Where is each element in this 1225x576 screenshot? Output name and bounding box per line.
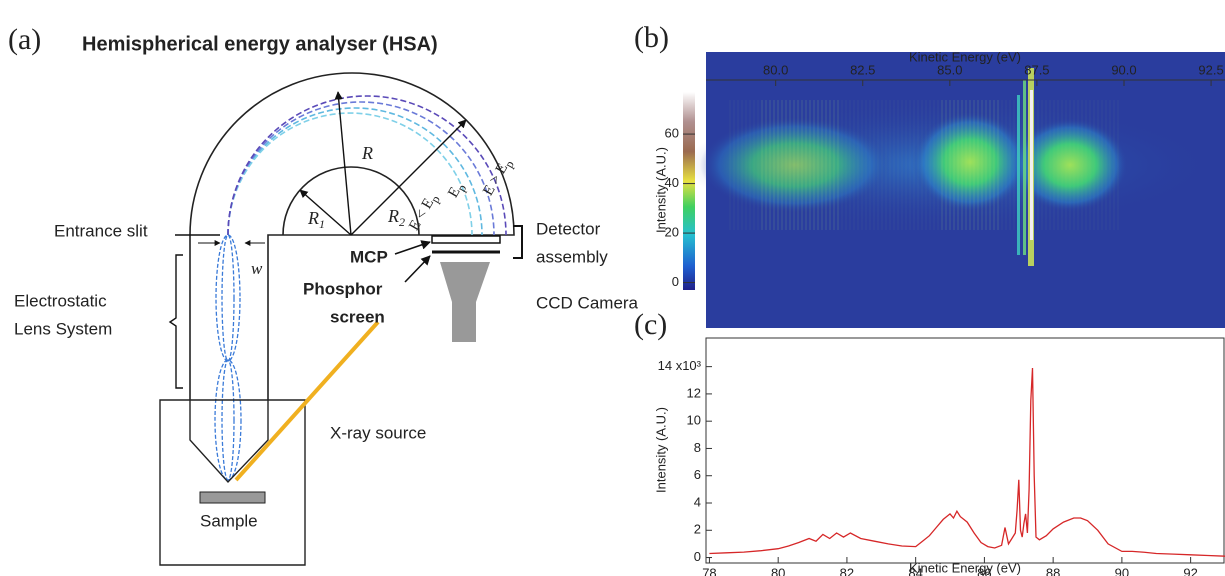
- label: CCD Camera: [536, 293, 639, 312]
- x-tick-label: 78: [702, 565, 716, 576]
- image-fringes: [729, 100, 1119, 230]
- label: E < Ep: [407, 191, 443, 235]
- y-tick-label: 8: [694, 440, 701, 455]
- label: Electrostatic: [14, 291, 107, 310]
- y-tick-label: 12: [687, 385, 701, 400]
- image-blob: [1012, 118, 1128, 212]
- label: R2: [387, 206, 405, 229]
- panel-label: (c): [634, 308, 667, 341]
- colorbar-label: Intensity (A.U.): [653, 147, 668, 233]
- image-blob: [912, 112, 1028, 212]
- label: R1: [307, 208, 325, 231]
- trajectory: [227, 112, 473, 236]
- panel-label: (b): [634, 21, 669, 54]
- colorbar-tick-label: 20: [665, 225, 679, 240]
- y-tick-label: 10: [687, 413, 701, 428]
- y-tick-label: 4: [694, 494, 701, 509]
- detector-bracket: [513, 225, 523, 259]
- beam-lobe: [221, 234, 235, 362]
- label: screen: [330, 307, 385, 326]
- x-tick-label: 80: [771, 565, 785, 576]
- diagram-title: Hemispherical energy analyser (HSA): [82, 33, 438, 55]
- label: Detector: [536, 219, 601, 238]
- radius-arrow: [350, 119, 467, 236]
- x-axis-label: Kinetic Energy (eV): [909, 49, 1021, 64]
- radius-arrows: [299, 91, 467, 236]
- x-axis-label: Kinetic Energy (eV): [909, 560, 1021, 575]
- image-line: [1030, 90, 1033, 240]
- y-tick-label: 6: [694, 467, 701, 482]
- label: Lens System: [14, 319, 112, 338]
- x-tick-label: 82: [840, 565, 854, 576]
- label-main: R: [307, 208, 319, 228]
- y-axis-label: Intensity (A.U.): [653, 407, 668, 493]
- x-tick-label: 90: [1115, 565, 1129, 576]
- label: w: [251, 259, 263, 278]
- trajectory: [227, 101, 495, 236]
- x-tick-label: 85.0: [937, 62, 962, 77]
- beam-lobe: [221, 359, 235, 481]
- x-tick-label: 80.0: [763, 62, 788, 77]
- x-tick-label: 87.5: [1024, 62, 1049, 77]
- radius-arrow: [299, 189, 352, 236]
- trajectories: [227, 95, 507, 236]
- x-tick-label: 92: [1183, 565, 1197, 576]
- trajectory: [227, 107, 483, 236]
- x-tick-label: 86: [977, 565, 991, 576]
- label-sub: 1: [319, 217, 325, 231]
- label: Phosphor: [303, 279, 383, 298]
- image-blob: [700, 117, 890, 213]
- image-line: [1023, 80, 1026, 255]
- label: X-ray source: [330, 423, 426, 442]
- lens-bracket: [168, 254, 183, 389]
- label-sub: 2: [399, 215, 405, 229]
- colorbar-tick-label: 60: [665, 126, 679, 141]
- mcp-arrow: [394, 240, 431, 255]
- x-tick-label: 92.5: [1198, 62, 1223, 77]
- mcp-plate: [431, 235, 501, 244]
- y-tick-label: 14 x10³: [658, 358, 702, 373]
- label: Entrance slit: [54, 221, 148, 240]
- label: Sample: [200, 511, 258, 530]
- label: assembly: [536, 247, 608, 266]
- radius-arrow: [334, 91, 352, 236]
- plot-frame: [705, 337, 1225, 564]
- x-tick-label: 90.0: [1111, 62, 1136, 77]
- label: R: [361, 143, 373, 163]
- label: Ep: [446, 180, 469, 202]
- x-tick-label: 84: [908, 565, 922, 576]
- trajectory: [227, 95, 507, 236]
- y-tick-label: 0: [694, 549, 701, 564]
- x-tick-label: 88: [1046, 565, 1060, 576]
- analyser-outline: [189, 72, 515, 400]
- beam-lobe: [215, 234, 241, 362]
- phosphor-arrow: [404, 255, 431, 283]
- x-ray-beam: [234, 320, 380, 482]
- label-main: R: [387, 206, 399, 226]
- beam-lobe: [214, 359, 242, 481]
- lens-beam: [214, 234, 242, 481]
- panel-a: (a) Hemispherical energy analyser (HSA): [8, 23, 639, 566]
- image-line: [1017, 95, 1020, 255]
- label: MCP: [350, 247, 388, 266]
- source-chamber: [159, 399, 306, 566]
- spectrum-line: [709, 367, 1225, 557]
- y-tick-label: 2: [694, 522, 701, 537]
- panel-label: (a): [8, 23, 41, 56]
- colorbar: [683, 92, 695, 290]
- colorbar-tick-label: 40: [665, 175, 679, 190]
- colorbar-tick-label: 0: [672, 274, 679, 289]
- sample-plate: [199, 491, 266, 504]
- ccd-camera: [440, 262, 490, 342]
- x-tick-label: 82.5: [850, 62, 875, 77]
- detector-image: [685, 52, 1225, 328]
